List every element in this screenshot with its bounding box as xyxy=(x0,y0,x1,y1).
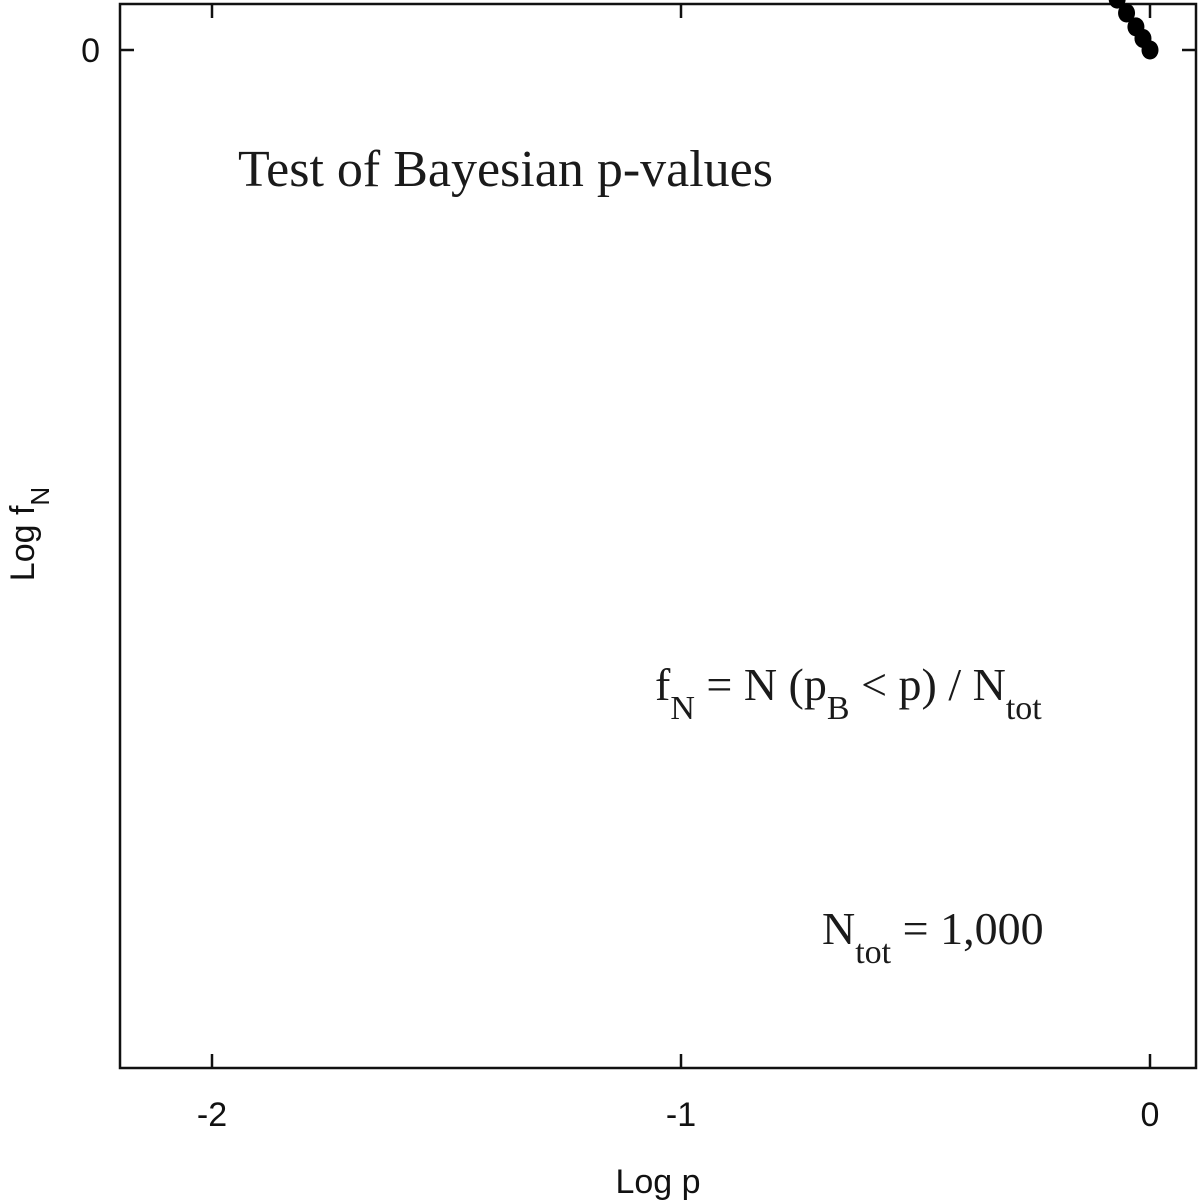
data-point xyxy=(1118,3,1136,23)
chart-title: Test of Bayesian p-values xyxy=(238,141,773,198)
axis-tick-labels: -2-100-1-2 xyxy=(81,32,1160,1134)
axis-ticks xyxy=(120,4,1196,1068)
x-tick-label: -2 xyxy=(197,1096,227,1134)
plot-frame xyxy=(118,2,1198,1070)
data-points xyxy=(1108,0,1159,60)
x-tick-label: -1 xyxy=(666,1096,696,1134)
y-tick-label: 0 xyxy=(81,32,100,70)
x-axis-label: Log p xyxy=(615,1163,700,1200)
x-tick-label: 0 xyxy=(1141,1096,1160,1134)
plot-area xyxy=(118,2,1198,1070)
sample-size-annotation: Ntot = 1,000 xyxy=(822,903,1044,971)
data-point xyxy=(1141,40,1159,60)
y-axis-label: Log fN xyxy=(4,487,55,581)
formula-annotation: fN = N (pB < p) / Ntot xyxy=(655,659,1042,727)
